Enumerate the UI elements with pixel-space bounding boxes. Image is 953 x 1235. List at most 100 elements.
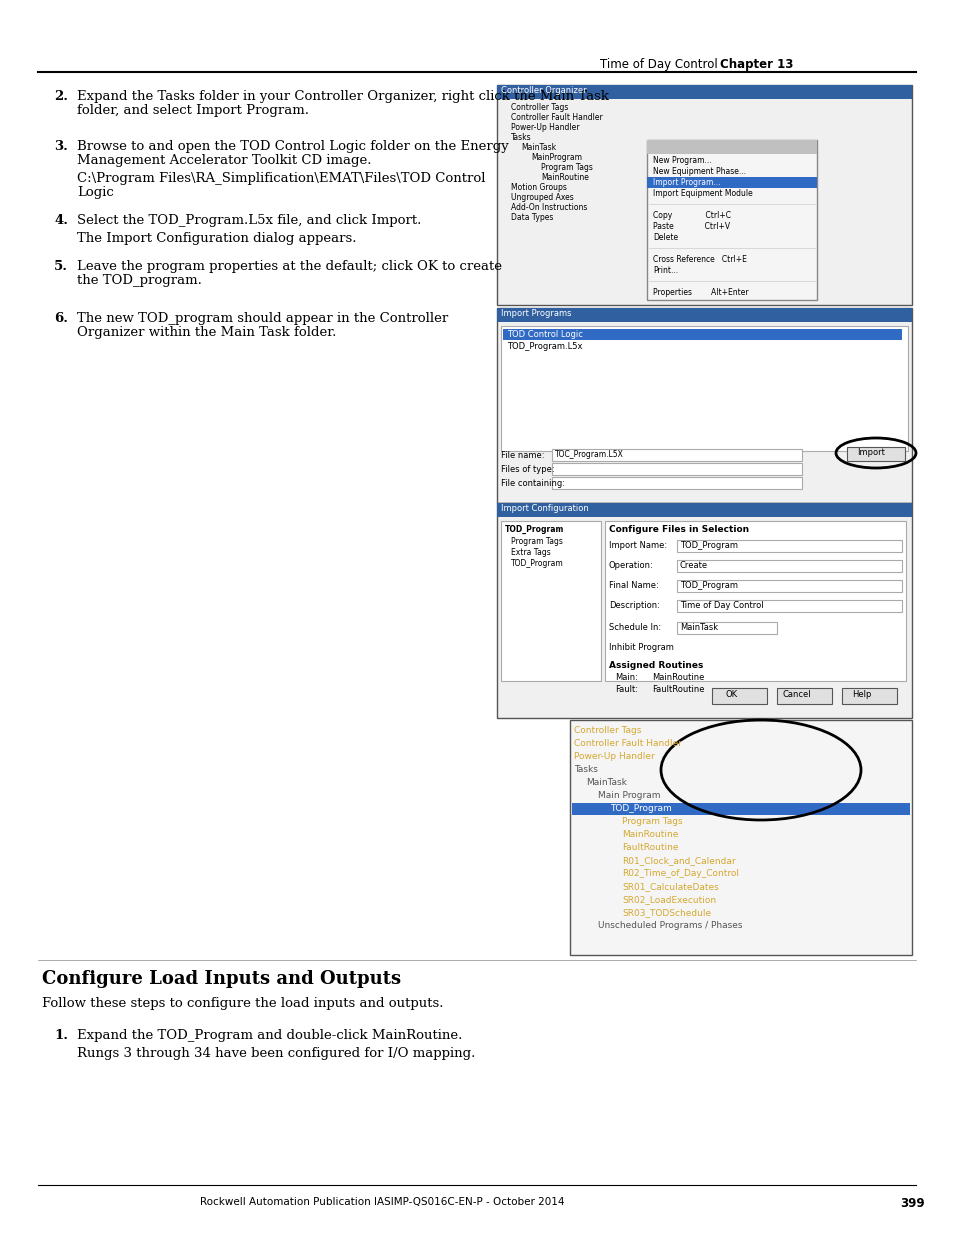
Text: Delete: Delete: [652, 233, 678, 242]
Text: Browse to and open the TOD Control Logic folder on the Energy: Browse to and open the TOD Control Logic…: [77, 140, 508, 153]
Text: New Equipment Phase...: New Equipment Phase...: [652, 167, 745, 177]
Text: Program Tags: Program Tags: [540, 163, 592, 172]
Text: the TOD_program.: the TOD_program.: [77, 274, 202, 287]
Text: File name:: File name:: [500, 451, 544, 459]
Bar: [776, 688, 831, 704]
Bar: [552, 450, 801, 461]
Text: Inhibit Program: Inhibit Program: [608, 643, 673, 652]
Text: Import Equipment Module: Import Equipment Module: [652, 189, 752, 198]
Text: R02_Time_of_Day_Control: R02_Time_of_Day_Control: [621, 869, 739, 878]
Text: Expand the TOD_Program and double-click MainRoutine.: Expand the TOD_Program and double-click …: [77, 1029, 462, 1042]
Text: Main Program: Main Program: [598, 790, 659, 800]
Text: Import Configuration: Import Configuration: [500, 504, 588, 513]
Text: Controller Tags: Controller Tags: [574, 726, 640, 735]
Bar: [572, 803, 909, 815]
Text: Organizer within the Main Task folder.: Organizer within the Main Task folder.: [77, 326, 336, 338]
Text: Select the TOD_Program.L5x file, and click Import.: Select the TOD_Program.L5x file, and cli…: [77, 214, 421, 227]
Text: Controller Fault Handler: Controller Fault Handler: [574, 739, 681, 748]
Text: SR03_TODSchedule: SR03_TODSchedule: [621, 908, 710, 918]
Text: Configure Load Inputs and Outputs: Configure Load Inputs and Outputs: [42, 969, 400, 988]
Text: R01_Clock_and_Calendar: R01_Clock_and_Calendar: [621, 856, 735, 864]
Text: MainProgram: MainProgram: [531, 153, 581, 162]
Text: 2.: 2.: [54, 90, 68, 103]
Bar: [497, 85, 911, 305]
Text: FaultRoutine: FaultRoutine: [651, 685, 703, 694]
Bar: [646, 177, 816, 188]
Text: Copy              Ctrl+C: Copy Ctrl+C: [652, 211, 730, 220]
Bar: [846, 447, 904, 461]
Text: MainRoutine: MainRoutine: [651, 673, 703, 682]
Text: Motion Groups: Motion Groups: [511, 183, 566, 191]
Text: Program Tags: Program Tags: [621, 818, 682, 826]
Text: Schedule In:: Schedule In:: [608, 622, 660, 632]
Bar: [552, 463, 801, 475]
Text: folder, and select Import Program.: folder, and select Import Program.: [77, 104, 309, 117]
Text: Cross Reference   Ctrl+E: Cross Reference Ctrl+E: [652, 254, 746, 264]
Text: MainTask: MainTask: [585, 778, 626, 787]
Bar: [500, 326, 907, 451]
Text: Description:: Description:: [608, 601, 659, 610]
Bar: [677, 559, 901, 572]
Text: Follow these steps to configure the load inputs and outputs.: Follow these steps to configure the load…: [42, 997, 443, 1010]
Text: 4.: 4.: [54, 214, 68, 227]
Text: TOD_Program.L5x: TOD_Program.L5x: [506, 342, 582, 351]
Text: MainTask: MainTask: [679, 622, 718, 632]
Text: Expand the Tasks folder in your Controller Organizer, right click the Main Task: Expand the Tasks folder in your Controll…: [77, 90, 608, 103]
Text: Power-Up Handler: Power-Up Handler: [511, 124, 578, 132]
Text: Controller Tags: Controller Tags: [511, 103, 568, 112]
Text: Paste             Ctrl+V: Paste Ctrl+V: [652, 222, 729, 231]
Text: 5.: 5.: [54, 261, 68, 273]
Text: Add-On Instructions: Add-On Instructions: [511, 203, 587, 212]
Bar: [711, 688, 766, 704]
Text: 6.: 6.: [54, 312, 68, 325]
Text: Unscheduled Programs / Phases: Unscheduled Programs / Phases: [598, 921, 741, 930]
Text: Program Tags: Program Tags: [511, 537, 562, 546]
Text: Operation:: Operation:: [608, 561, 653, 571]
Text: MainRoutine: MainRoutine: [621, 830, 678, 839]
Text: OK: OK: [725, 690, 738, 699]
Text: Tasks: Tasks: [511, 133, 531, 142]
Text: Import: Import: [856, 448, 884, 457]
Bar: [497, 308, 911, 503]
Text: Logic: Logic: [77, 186, 113, 199]
Bar: [677, 540, 901, 552]
Text: Chapter 13: Chapter 13: [720, 58, 793, 70]
Bar: [677, 600, 901, 613]
Text: The Import Configuration dialog appears.: The Import Configuration dialog appears.: [77, 232, 356, 245]
Text: The new TOD_program should appear in the Controller: The new TOD_program should appear in the…: [77, 312, 448, 325]
Bar: [677, 622, 776, 634]
Text: Import Name:: Import Name:: [608, 541, 666, 550]
Text: 1.: 1.: [54, 1029, 68, 1042]
Text: MainTask: MainTask: [520, 143, 556, 152]
Text: Time of Day Control: Time of Day Control: [599, 58, 717, 70]
Text: Management Accelerator Toolkit CD image.: Management Accelerator Toolkit CD image.: [77, 154, 371, 167]
Text: TOD_Program: TOD_Program: [511, 559, 563, 568]
Bar: [646, 140, 816, 300]
Text: TOD_Program: TOD_Program: [504, 525, 564, 535]
Text: Print...: Print...: [652, 266, 678, 275]
Text: Create: Create: [679, 561, 707, 571]
Bar: [497, 85, 911, 99]
Text: 399: 399: [899, 1197, 923, 1210]
Bar: [500, 521, 600, 680]
Text: FaultRoutine: FaultRoutine: [621, 844, 678, 852]
Text: TOC_Program.L5X: TOC_Program.L5X: [555, 450, 623, 459]
Bar: [497, 503, 911, 718]
Text: Properties        Alt+Enter: Properties Alt+Enter: [652, 288, 748, 296]
Text: SR01_CalculateDates: SR01_CalculateDates: [621, 882, 718, 890]
Text: MainRoutine: MainRoutine: [540, 173, 588, 182]
Text: TOD_Program: TOD_Program: [609, 804, 671, 813]
Text: New Program...: New Program...: [652, 156, 711, 165]
Text: Rockwell Automation Publication IASIMP-QS016C-EN-P - October 2014: Rockwell Automation Publication IASIMP-Q…: [200, 1197, 564, 1207]
Text: TOD_Program: TOD_Program: [679, 541, 738, 550]
Text: Leave the program properties at the default; click OK to create: Leave the program properties at the defa…: [77, 261, 501, 273]
Text: Files of type:: Files of type:: [500, 466, 554, 474]
Bar: [646, 140, 816, 154]
Text: Import Program...: Import Program...: [652, 178, 720, 186]
Text: TOD Control Logic: TOD Control Logic: [506, 330, 582, 338]
Text: Rungs 3 through 34 have been configured for I/O mapping.: Rungs 3 through 34 have been configured …: [77, 1047, 475, 1060]
Text: File containing:: File containing:: [500, 479, 564, 488]
Text: Controller Fault Handler: Controller Fault Handler: [511, 112, 602, 122]
Text: Main:: Main:: [615, 673, 638, 682]
Text: Tasks: Tasks: [574, 764, 598, 774]
